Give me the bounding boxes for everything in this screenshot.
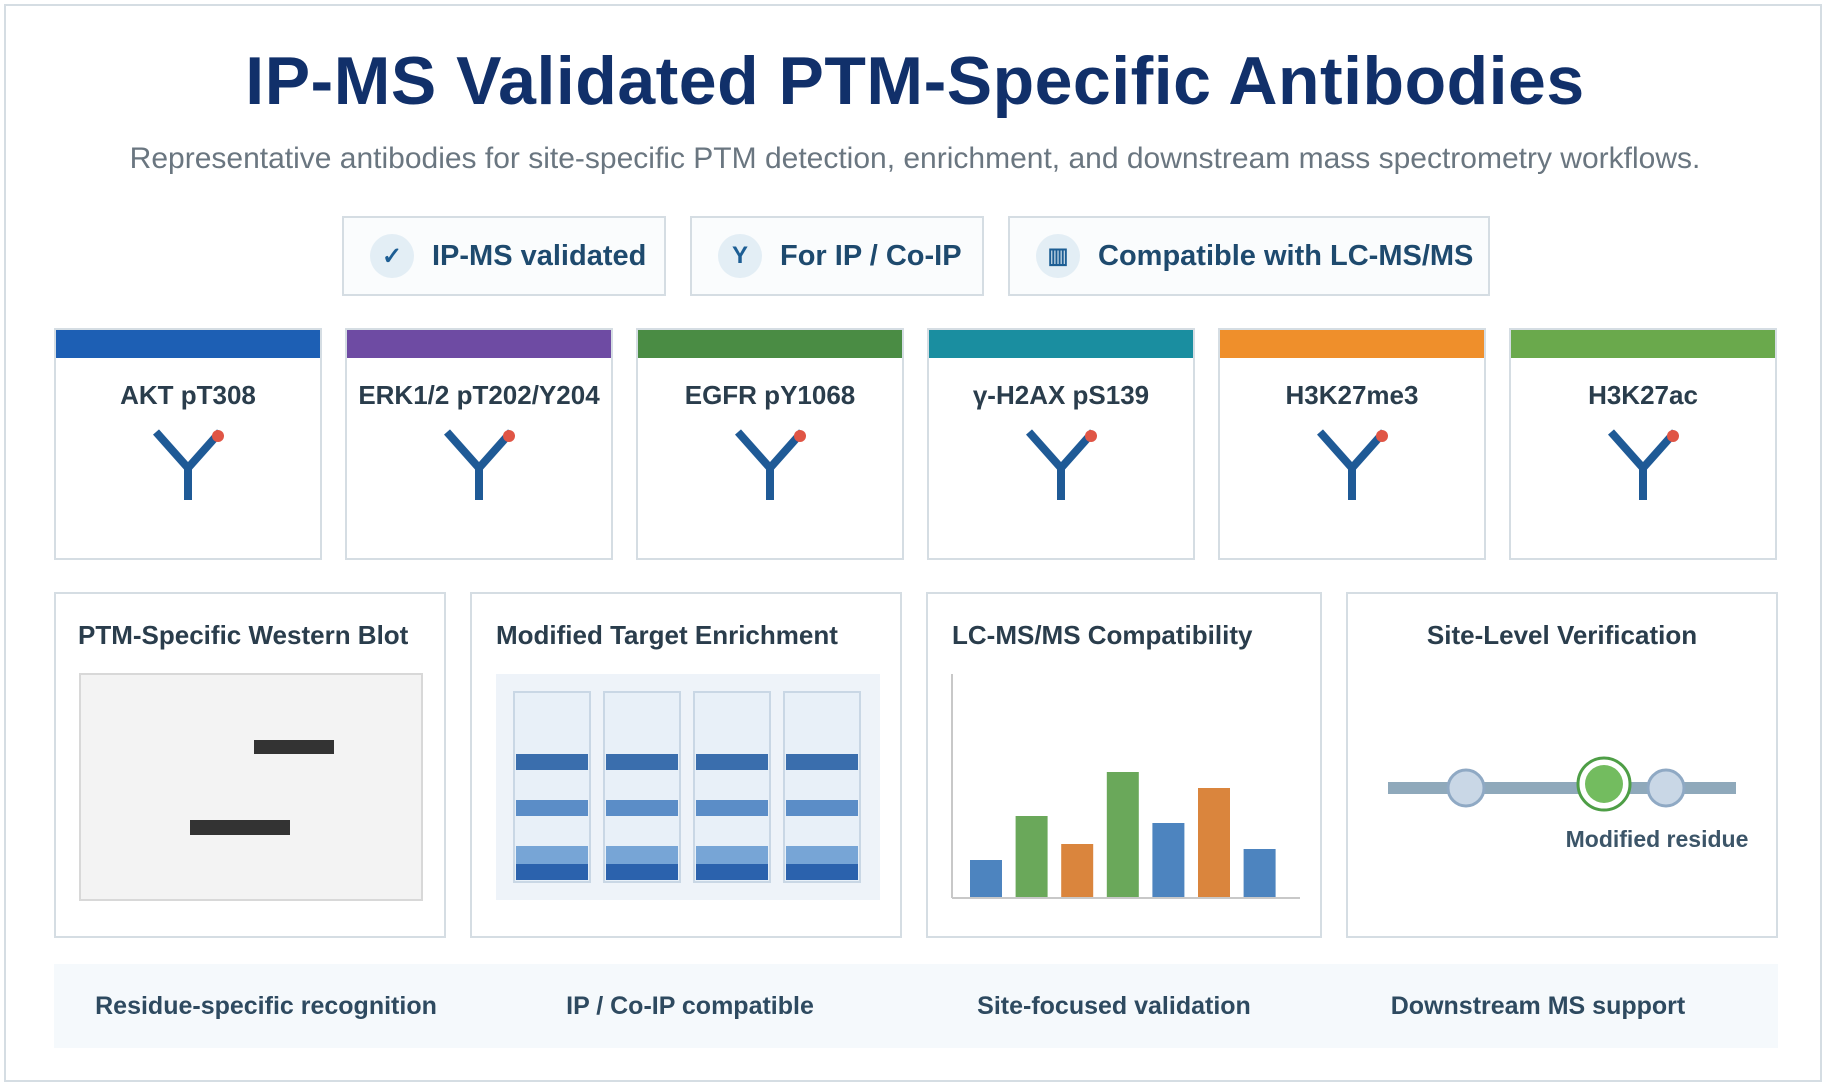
card-color-bar [56,330,320,358]
panel-title: PTM-Specific Western Blot [78,620,409,650]
antibody-card: EGFR pY1068 [636,328,904,560]
gel-band [696,846,768,864]
panel-title: Modified Target Enrichment [496,620,838,650]
chart-bar-4 [1106,772,1139,898]
badge-label: IP-MS validated [432,239,647,272]
card-color-bar [1220,330,1484,358]
page-subtitle: Representative antibodies for site-speci… [129,142,1701,175]
ptm-site-dot [1376,430,1388,442]
ptm-site-dot [1667,430,1679,442]
gel-band [606,864,678,880]
gel-band [516,846,588,864]
badge-label: For IP / Co-IP [780,239,962,272]
ptm-site-dot [212,430,224,442]
feature-downstream-ms: Downstream MS support [1390,992,1686,1020]
antibody-y-icon: Y [718,234,762,278]
gel-band [606,754,678,770]
western-blot-image [79,673,423,901]
antibody-icon [1608,429,1679,500]
gel-band [786,846,858,864]
blot-band-upper [254,740,334,754]
antibody-name: H3K27me3 [1285,380,1419,410]
panel-title: LC-MS/MS Compatibility [952,620,1253,650]
gel-band [696,800,768,816]
card-color-bar [929,330,1193,358]
gel-band [516,754,588,770]
antibody-name: ERK1/2 pT202/Y204 [358,380,600,410]
page-title: IP-MS Validated PTM-Specific Antibodies [245,43,1585,119]
antibody-card: AKT pT308 [54,328,322,560]
chart-bar-5 [1152,823,1185,898]
card-color-bar [1511,330,1775,358]
panel-modified-target-enrichment: Modified Target Enrichment [470,592,902,938]
ptm-site-dot [794,430,806,442]
lc-ms-bar-chart [951,674,1300,899]
modified-residue-label: Modified residue [1565,826,1749,852]
feature-strip: Residue-specific recognition IP / Co-IP … [54,964,1778,1048]
panel-site-level-verification: Site-Level Verification Modified residue [1346,592,1778,938]
ptm-site-dot [503,430,515,442]
gel-band [606,800,678,816]
chart-bar-3 [1061,844,1094,898]
gel-band [786,800,858,816]
gel-band [786,754,858,770]
badge-ip-ms-validated: ✓ IP-MS validated [342,216,666,296]
card-color-bar [638,330,902,358]
badge-ip-co-ip: Y For IP / Co-IP [690,216,984,296]
chart-bar-1 [970,860,1002,898]
blot-band-lower [190,820,290,835]
unmodified-residue-circle [1446,768,1486,808]
antibody-name: AKT pT308 [120,380,256,410]
antibody-name: γ-H2AX pS139 [972,380,1150,410]
badge-label: Compatible with LC-MS/MS [1098,239,1474,272]
modified-residue-circle [1585,765,1623,803]
antibody-card: H3K27me3 [1218,328,1486,560]
antibody-icon [1026,429,1097,500]
gel-band [606,846,678,864]
unmodified-residue-circle [1646,768,1686,808]
ptm-site-dot [1085,430,1097,442]
chart-bar-7 [1243,849,1276,898]
check-icon: ✓ [370,234,414,278]
gel-band [516,800,588,816]
feature-residue-specific: Residue-specific recognition [95,992,437,1020]
antibody-name: EGFR pY1068 [684,380,856,410]
antibody-icon [735,429,806,500]
feature-ip-compatible: IP / Co-IP compatible [566,992,814,1020]
panel-western-blot: PTM-Specific Western Blot [54,592,446,938]
ms-barcode-icon: ▥ [1036,234,1080,278]
antibody-name: H3K27ac [1588,380,1698,410]
chart-bar-2 [1015,816,1048,898]
panel-lc-ms-ms-compatibility: LC-MS/MS Compatibility [926,592,1322,938]
antibody-icon [1317,429,1388,500]
chart-bar-6 [1198,788,1230,898]
antibody-card: ERK1/2 pT202/Y204 [345,328,613,560]
blot-membrane [79,673,423,901]
gel-band [786,864,858,880]
antibody-card: H3K27ac [1509,328,1777,560]
badge-lc-ms-ms: ▥ Compatible with LC-MS/MS [1008,216,1490,296]
feature-site-focused: Site-focused validation [977,992,1251,1020]
antibody-icon [444,429,515,500]
antibody-icon [153,429,224,500]
card-color-bar [347,330,611,358]
antibody-card: γ-H2AX pS139 [927,328,1195,560]
gel-band [696,864,768,880]
gel-band [696,754,768,770]
panel-title: Site-Level Verification [1426,620,1698,650]
gel-band [516,864,588,880]
enrichment-gel-image [496,674,880,900]
site-verification-diagram [1388,756,1736,812]
